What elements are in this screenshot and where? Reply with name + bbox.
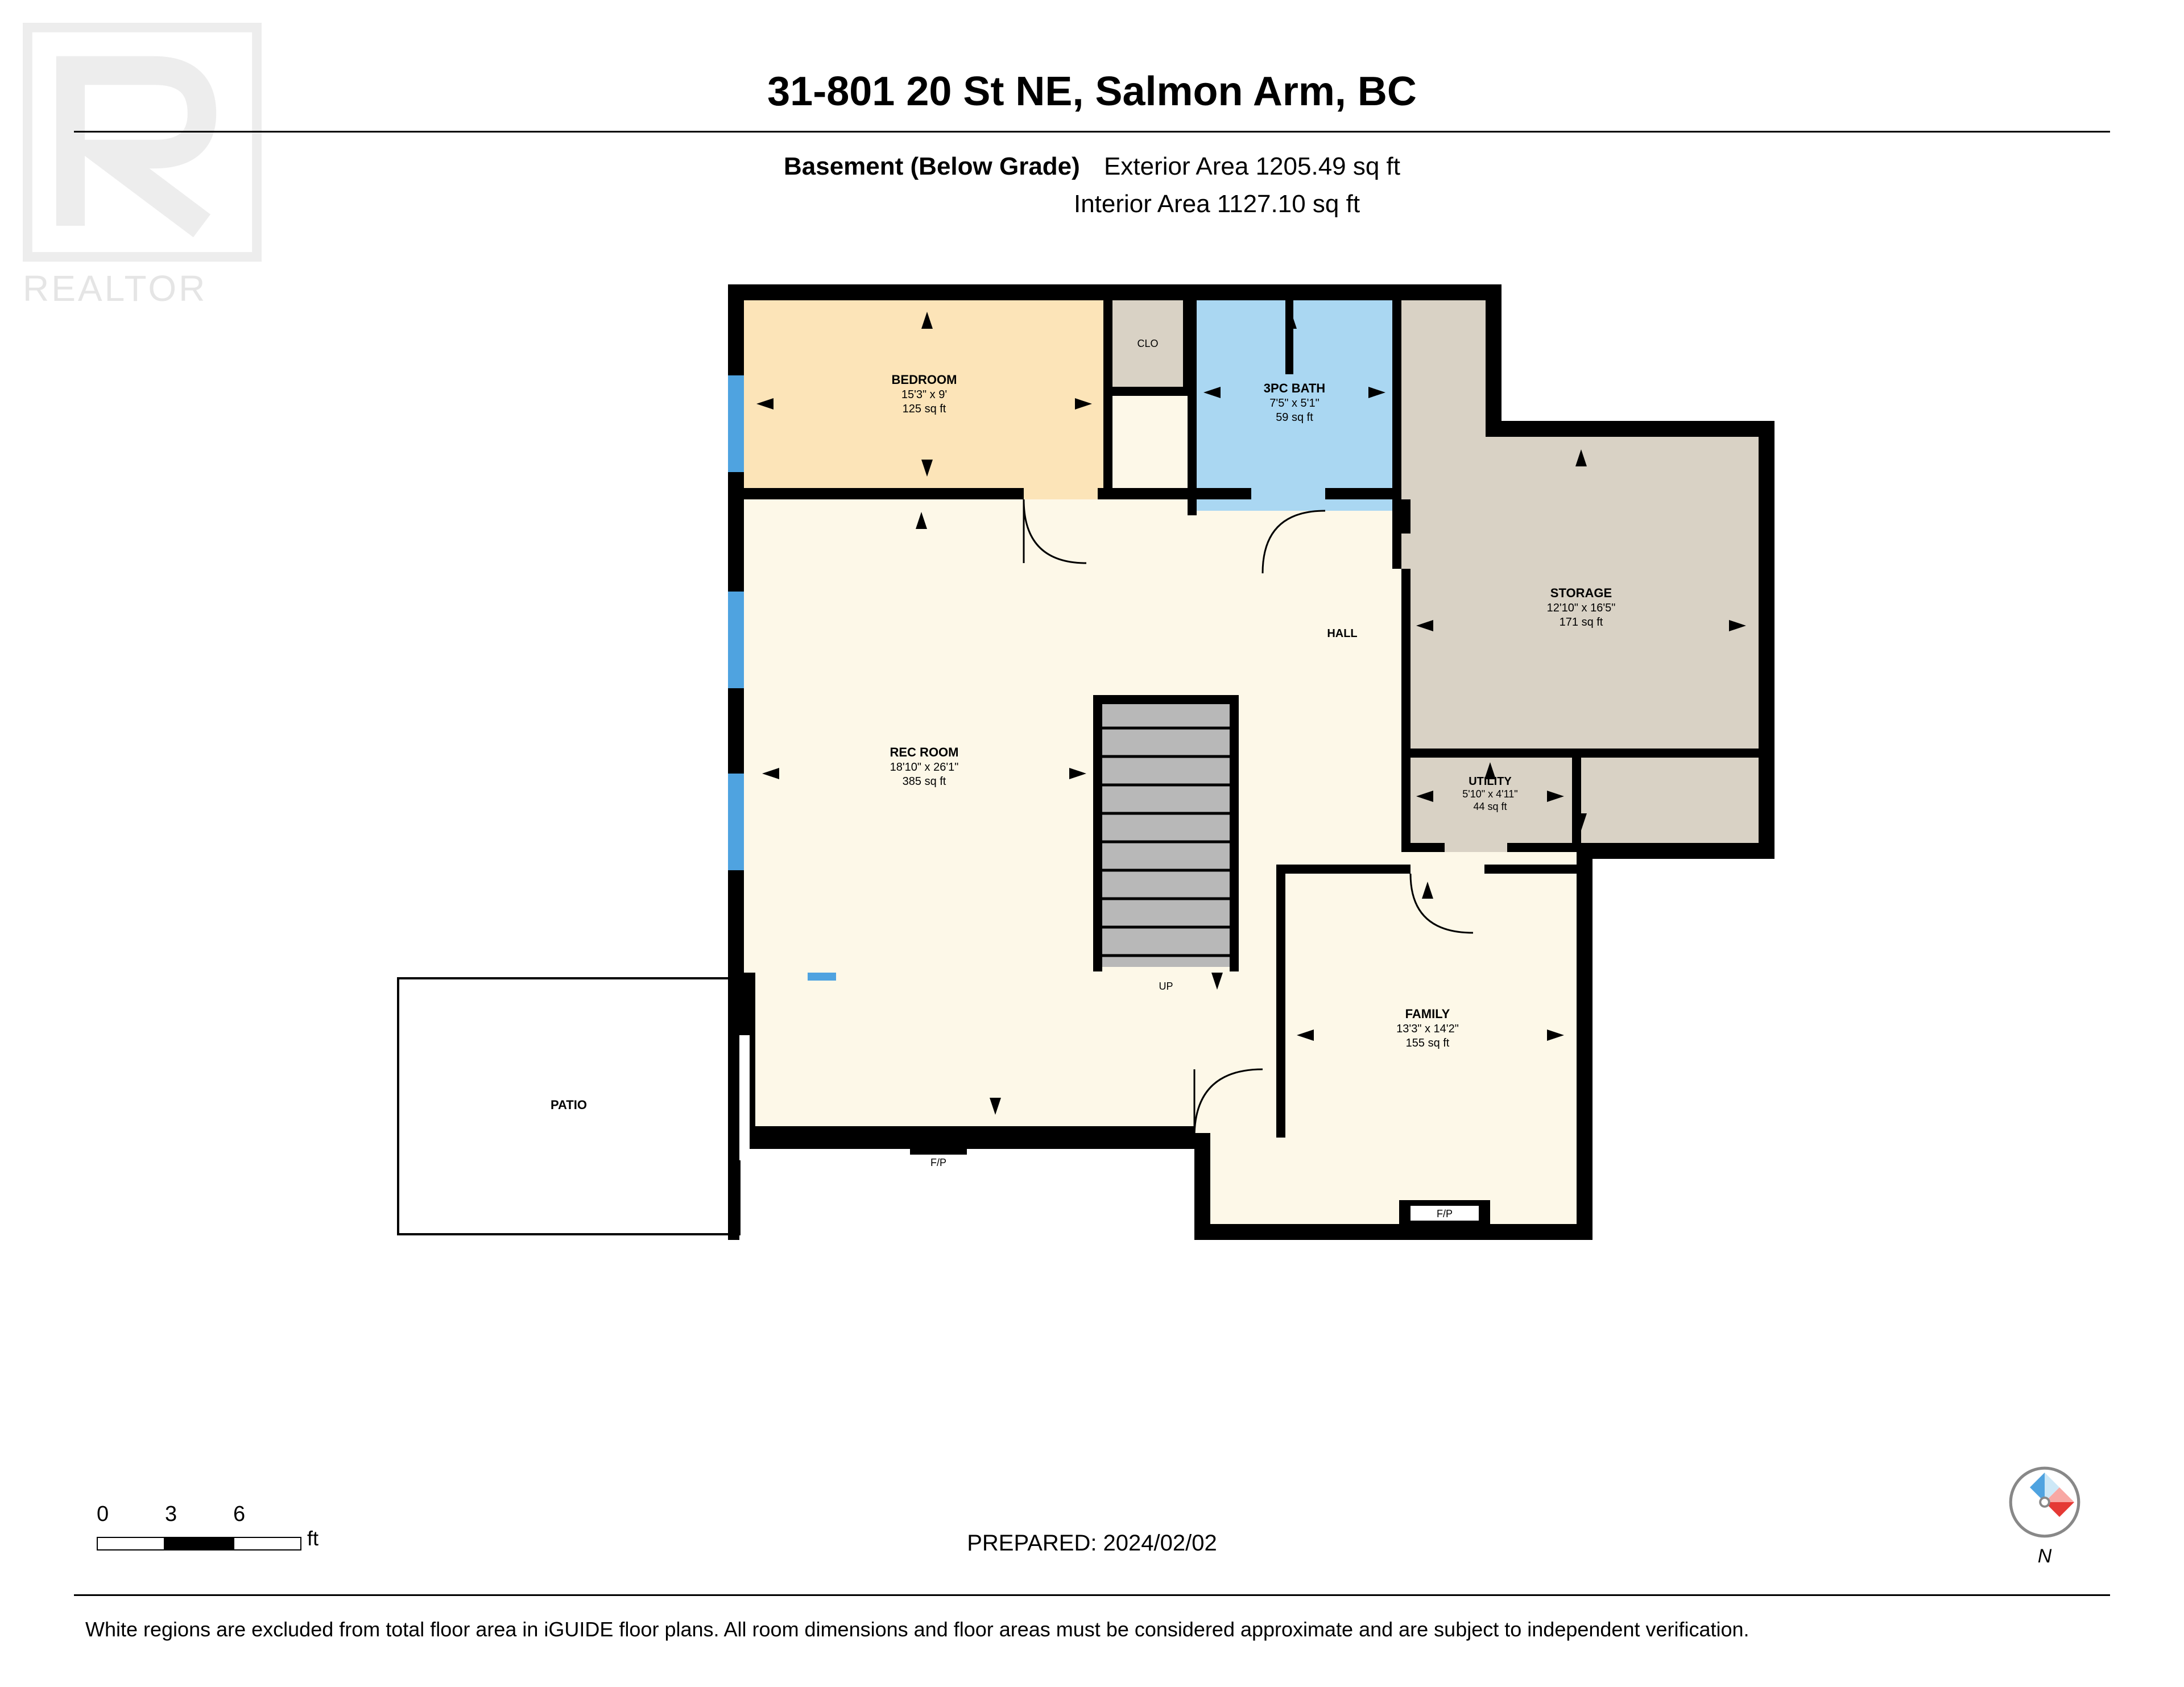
patio-name: PATIO: [551, 1098, 587, 1112]
wall-clo-bottom: [1108, 387, 1192, 396]
title-rule: [74, 131, 2110, 133]
storage-name: STORAGE: [1550, 586, 1612, 600]
scale-unit: ft: [307, 1527, 318, 1550]
scale-1: 3: [165, 1502, 233, 1527]
scale-2: 6: [233, 1502, 301, 1527]
wall-rec-bottom: [755, 1126, 1194, 1138]
subheader: Basement (Below Grade) Exterior Area 120…: [784, 148, 1400, 223]
compass-label: N: [2008, 1545, 2082, 1568]
wall-storage-left: [1401, 569, 1410, 843]
wall-hall-stub: [1392, 506, 1401, 569]
level-label: Basement (Below Grade): [784, 152, 1080, 180]
bedroom-dim: 15'3" x 9': [901, 388, 947, 401]
floorplan: BEDROOM 15'3" x 9' 125 sq ft CLO 3PC BAT…: [364, 262, 1820, 1342]
recroom-area: 385 sq ft: [903, 775, 946, 788]
family-dim: 13'3" x 14'2": [1396, 1023, 1459, 1035]
fp-rec: [910, 1138, 967, 1155]
interior-area: Interior Area 1127.10 sq ft: [1074, 190, 1360, 218]
storage-area: 171 sq ft: [1560, 616, 1603, 629]
exterior-area: Exterior Area 1205.49 sq ft: [1104, 152, 1400, 180]
compass-icon: [2008, 1465, 2082, 1539]
disclaimer: White regions are excluded from total fl…: [85, 1618, 2099, 1641]
window-patio-door: [808, 973, 836, 981]
utility-dim: 5'10" x 4'11": [1462, 788, 1517, 800]
wall-utility-right: [1572, 749, 1581, 852]
up-label: UP: [1159, 981, 1173, 992]
stairs: [1093, 695, 1239, 971]
compass: N: [2008, 1465, 2082, 1568]
scale-0: 0: [97, 1502, 165, 1527]
prepared-date: PREPARED: 2024/02/02: [967, 1531, 1217, 1556]
wall-utility-top: [1401, 749, 1763, 758]
storage-dim: 12'10" x 16'5": [1547, 602, 1616, 614]
wall-family-left: [1276, 865, 1285, 1138]
utility-name: UTILITY: [1469, 775, 1512, 788]
wall-bath-left: [1188, 300, 1197, 515]
hall-name: HALL: [1327, 627, 1357, 640]
bedroom-door-gap: [1024, 488, 1098, 499]
fp2-label: F/P: [1437, 1208, 1453, 1219]
footer-rule: [74, 1594, 2110, 1596]
realtor-icon: [23, 23, 262, 262]
bath-name: 3PC BATH: [1264, 381, 1325, 395]
wall-bath-partition: [1285, 300, 1293, 374]
wall-family-top2: [1484, 865, 1577, 874]
bedroom-name: BEDROOM: [892, 373, 957, 387]
recroom-dim: 18'10" x 26'1": [890, 761, 959, 774]
window-rec1: [728, 592, 744, 688]
bedroom-area: 125 sq ft: [903, 403, 946, 415]
recroom-name: REC ROOM: [890, 745, 959, 759]
utility-door-gap: [1445, 843, 1507, 852]
window-bedroom: [728, 375, 744, 472]
patio-opening: [739, 1035, 750, 1160]
family-name: FAMILY: [1405, 1007, 1450, 1021]
utility-area: 44 sq ft: [1473, 801, 1507, 812]
header: 31-801 20 St NE, Salmon Arm, BC: [767, 68, 1417, 115]
bath-area: 59 sq ft: [1276, 411, 1313, 424]
wall-bath-right: [1392, 300, 1401, 515]
fp1-label: F/P: [930, 1157, 946, 1168]
wall-patio-corner: [735, 973, 755, 1035]
realtor-text: REALTOR: [23, 267, 262, 309]
family-region: [1285, 876, 1577, 1224]
wall-family-top: [1276, 865, 1410, 874]
wall-storage-left-top: [1401, 499, 1410, 534]
storage-upper: [1401, 300, 1486, 437]
floorplan-svg: BEDROOM 15'3" x 9' 125 sq ft CLO 3PC BAT…: [364, 262, 1820, 1342]
window-rec2: [728, 774, 744, 870]
family-area: 155 sq ft: [1406, 1037, 1450, 1049]
bath-door-gap: [1251, 488, 1325, 499]
page-title: 31-801 20 St NE, Salmon Arm, BC: [767, 68, 1417, 115]
bath-dim: 7'5" x 5'1": [1269, 397, 1319, 410]
scale-bar: 036 ft: [97, 1502, 318, 1550]
clo-name: CLO: [1137, 338, 1158, 349]
scale-boxes: [97, 1537, 301, 1550]
realtor-watermark: REALTOR: [23, 23, 262, 309]
